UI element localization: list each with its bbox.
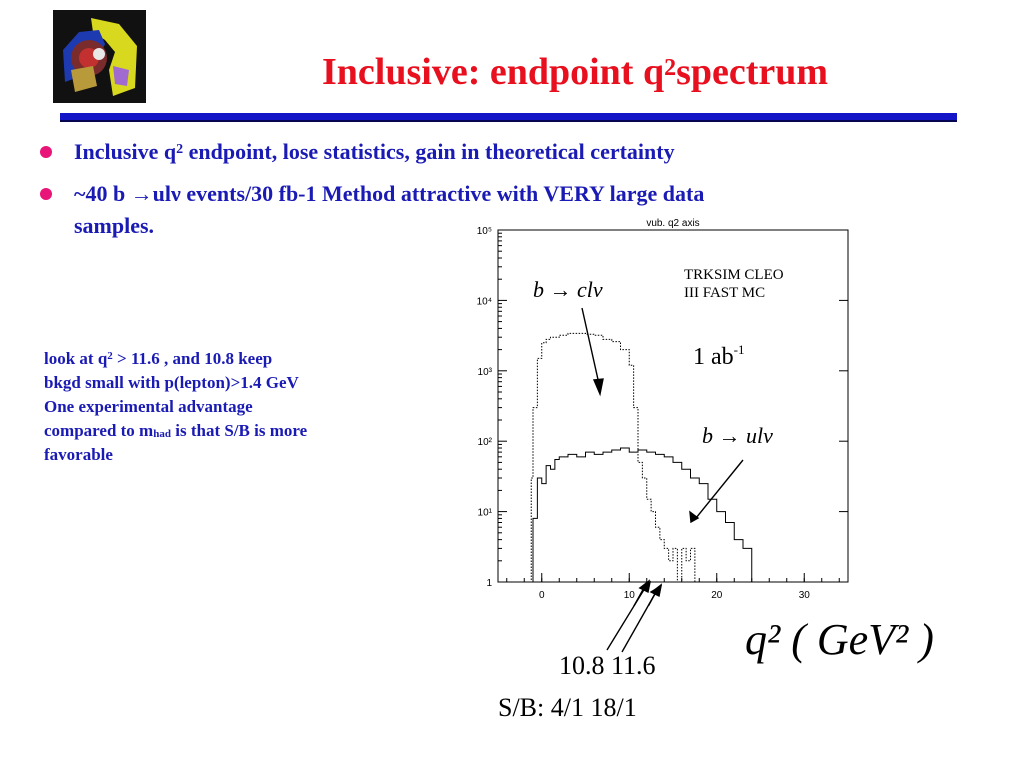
cut-values: 10.8 11.6 <box>559 651 656 680</box>
note-text: look at q2 > 11.6 , and 10.8 keep bkgd s… <box>44 349 308 464</box>
cut-head-10-8 <box>638 580 651 594</box>
q2-axis-label: q² ( GeV² ) <box>745 615 934 664</box>
bcl-arrow <box>581 307 600 385</box>
bullet-dot <box>40 188 52 200</box>
title-rule <box>60 113 957 122</box>
signal-background-ratio: S/B: 4/1 18/1 <box>498 693 637 722</box>
y-tick-label: 1 <box>486 578 492 589</box>
x-tick-label: 10 <box>624 590 636 601</box>
y-tick-label: 10⁵ <box>477 226 492 237</box>
plot-title: vub. q2 axis <box>646 218 699 229</box>
bullet-dot <box>40 146 52 158</box>
bul-label: b → ulν <box>702 423 773 448</box>
bul-arrow <box>695 459 744 519</box>
y-tick-label: 10³ <box>478 367 493 378</box>
bul-arrowhead <box>689 510 700 524</box>
detector-logo <box>53 10 146 103</box>
bul-histogram <box>524 447 761 583</box>
cut-head-11-6 <box>649 584 662 598</box>
x-tick-label: 0 <box>539 590 545 601</box>
cut-line-10-8 <box>606 587 646 651</box>
bcl-arrowhead <box>592 378 604 397</box>
sim-label: TRKSIM CLEO III FAST MC <box>684 267 784 301</box>
bcl-label: b → clν <box>533 277 603 302</box>
x-tick-label: 20 <box>711 590 723 601</box>
cut-line-11-6 <box>621 591 657 653</box>
bcl-histogram <box>524 332 704 583</box>
y-tick-label: 10¹ <box>478 508 493 519</box>
plot-frame <box>497 229 849 583</box>
y-tick-label: 10⁴ <box>477 296 492 307</box>
x-tick-label: 30 <box>799 590 811 601</box>
luminosity-label: 1 ab-1 <box>693 342 745 370</box>
slide-title: Inclusive: endpoint q2spectrum <box>322 51 829 93</box>
y-tick-label: 10² <box>478 437 493 448</box>
